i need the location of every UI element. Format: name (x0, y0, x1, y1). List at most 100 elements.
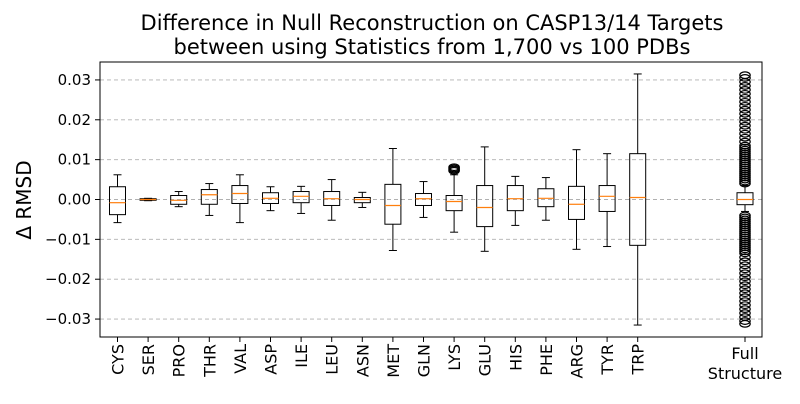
chart-title-line-2: between using Statistics from 1,700 vs 1… (174, 35, 691, 59)
iqr-box (384, 183, 402, 225)
outlier-point (739, 253, 751, 262)
box-pro (170, 191, 188, 208)
outlier-point (739, 173, 751, 182)
outlier-point (739, 89, 751, 98)
x-tick-label: ASN (353, 344, 372, 377)
box-gln (415, 181, 432, 218)
axis-layer: −0.03 −0.02 −0.01 0.00 0.01 0.02 0.03 CYS SER PRO… (45, 61, 782, 383)
y-tick-label: 0.01 (58, 151, 91, 169)
outlier-point (739, 161, 751, 170)
outlier-point (739, 245, 751, 254)
outlier-point (739, 179, 751, 188)
outlier-point (739, 243, 751, 252)
x-tick-label: GLN (415, 344, 434, 377)
outlier-point (739, 105, 751, 114)
outlier-point (739, 167, 751, 176)
box-full-structure (736, 71, 754, 328)
outlier-point (739, 85, 751, 94)
outlier-point (739, 121, 751, 130)
outlier-point (739, 153, 751, 162)
outlier-point (739, 247, 751, 256)
outlier-point (739, 165, 751, 174)
box-asp (262, 186, 279, 212)
outlier-point (739, 117, 751, 126)
outlier-point (739, 265, 751, 274)
outlier-point (739, 137, 751, 146)
y-tick-label: −0.03 (45, 310, 91, 328)
outlier-point (739, 281, 751, 290)
outlier-point (739, 177, 751, 186)
outlier-point (739, 147, 751, 156)
outlier-point (739, 149, 751, 158)
iqr-box (629, 153, 647, 246)
x-tick-label: PHE (537, 344, 556, 376)
iqr-box (476, 185, 494, 228)
outlier-point (739, 141, 751, 150)
x-tick-label: SER (139, 344, 158, 375)
box-glu (476, 146, 494, 252)
y-tick-label: −0.01 (45, 230, 91, 248)
box-cys (109, 174, 126, 224)
x-tick-label: HIS (506, 344, 525, 371)
outlier-point (739, 273, 751, 282)
outlier-point (739, 305, 751, 314)
box-leu (323, 179, 341, 221)
box-val (231, 174, 249, 224)
outlier-point (739, 261, 751, 270)
outlier-point (739, 233, 751, 242)
iqr-box (445, 195, 463, 212)
outlier-point (739, 249, 751, 258)
y-tick-label: 0.02 (58, 111, 91, 129)
box-arg (568, 149, 585, 250)
y-tick-label: −0.02 (45, 270, 91, 288)
outlier-point (739, 145, 751, 154)
y-axis-label: Δ RMSD (12, 160, 36, 239)
outlier-point (739, 289, 751, 298)
x-tick-label: LYS (445, 344, 464, 371)
outlier-point (739, 239, 751, 248)
y-tick-label: 0.03 (58, 71, 91, 89)
outlier-point (739, 309, 751, 317)
x-tick-label: MET (384, 344, 403, 378)
outlier-point (739, 93, 751, 102)
outlier-point (739, 101, 751, 110)
outlier-point (739, 125, 751, 134)
box-tyr (598, 153, 616, 248)
x-tick-label: Structure (708, 364, 782, 383)
outlier-point (448, 163, 460, 172)
outlier-point (739, 171, 751, 180)
iqr-box (231, 185, 249, 204)
outlier-point (739, 241, 751, 250)
iqr-box (598, 185, 616, 212)
outlier-point (739, 217, 751, 226)
outlier-point (739, 169, 751, 178)
outlier-point (739, 155, 751, 164)
outlier-point (739, 301, 751, 310)
iqr-box (736, 192, 754, 206)
box-trp (629, 73, 647, 326)
outlier-point (739, 269, 751, 278)
iqr-box (200, 189, 218, 205)
plot-frame (99, 61, 763, 338)
outlier-point (739, 229, 751, 238)
outlier-point (739, 129, 751, 138)
iqr-box (292, 191, 310, 204)
box-asn (353, 191, 371, 208)
x-tick-label: ARG (568, 344, 587, 378)
x-tick-label: Full (731, 344, 758, 363)
outlier-point (739, 133, 751, 142)
x-tick-label: CYS (109, 344, 128, 375)
x-tick-label: TRP (629, 344, 648, 376)
box-thr (200, 183, 218, 216)
outlier-point (739, 211, 751, 220)
outlier-point (739, 143, 751, 152)
outlier-point (739, 235, 751, 244)
outlier-point (739, 221, 751, 230)
outlier-point (739, 319, 751, 328)
outlier-point (739, 317, 751, 325)
x-tick-label: ASP (262, 344, 281, 375)
outlier-point (739, 257, 751, 266)
outlier-point (739, 219, 751, 228)
outlier-point (739, 159, 751, 168)
